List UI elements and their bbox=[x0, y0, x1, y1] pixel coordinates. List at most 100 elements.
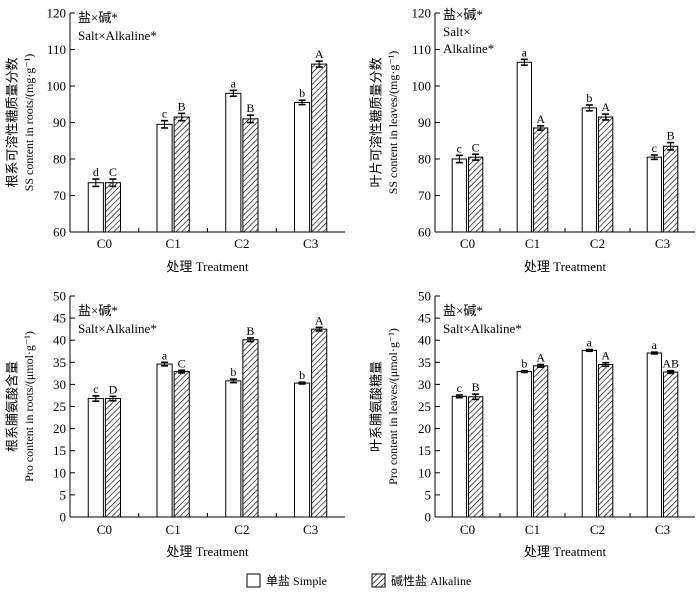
significance-letter: A bbox=[315, 47, 324, 61]
bar-alkaline-c3 bbox=[663, 371, 679, 518]
bar-alkaline-c2 bbox=[242, 339, 259, 518]
significance-letter: AB bbox=[662, 357, 679, 371]
bar-alkaline-c1 bbox=[173, 371, 190, 518]
y-tick-label: 45 bbox=[418, 311, 431, 326]
y-tick-label: 0 bbox=[425, 510, 432, 525]
y-axis-label-en: Pro content in leaves/(μmol·g⁻¹) bbox=[386, 328, 400, 485]
y-tick-label: 20 bbox=[53, 421, 66, 436]
interaction-annotation: 盐×碱* bbox=[78, 10, 118, 25]
interaction-annotation: Salt×Alkaline* bbox=[78, 28, 157, 43]
x-tick-label-c0: C0 bbox=[460, 236, 475, 251]
y-tick-label: 15 bbox=[418, 443, 431, 458]
x-axis-label: 处理 Treatment bbox=[166, 259, 249, 274]
y-tick-label: 40 bbox=[53, 333, 66, 348]
significance-letter: A bbox=[601, 349, 610, 363]
significance-letter: b bbox=[521, 357, 527, 371]
x-axis-label: 处理 Treatment bbox=[166, 544, 249, 559]
bar-simple-c1 bbox=[516, 371, 533, 518]
x-tick-label-c3: C3 bbox=[655, 522, 670, 537]
y-tick-label: 70 bbox=[418, 188, 431, 203]
significance-letter: A bbox=[536, 351, 545, 365]
y-tick-label: 30 bbox=[53, 377, 66, 392]
bar-alkaline-c2 bbox=[598, 116, 614, 233]
significance-letter: b bbox=[586, 91, 592, 105]
bar-alkaline-c1 bbox=[533, 127, 549, 233]
significance-letter: b bbox=[230, 365, 236, 379]
interaction-annotation: 盐×碱* bbox=[443, 303, 483, 318]
x-tick-label-c1: C1 bbox=[166, 236, 181, 251]
x-tick-label-c3: C3 bbox=[303, 236, 318, 251]
y-tick-label: 5 bbox=[425, 487, 432, 502]
legend-label-alkaline: 碱性盐 Alkaline bbox=[391, 574, 471, 588]
significance-letter: B bbox=[667, 129, 675, 143]
significance-letter: C bbox=[472, 140, 480, 154]
y-tick-label: 25 bbox=[418, 399, 431, 414]
interaction-annotation: 盐×碱* bbox=[78, 303, 118, 318]
significance-letter: C bbox=[178, 356, 186, 370]
significance-letter: C bbox=[109, 165, 117, 179]
x-tick-label-c0: C0 bbox=[97, 236, 112, 251]
y-tick-label: 90 bbox=[53, 115, 66, 130]
bar-alkaline-c0 bbox=[468, 396, 484, 518]
legend-swatch-alkaline bbox=[371, 573, 386, 588]
y-tick-label: 15 bbox=[53, 443, 66, 458]
y-tick-label: 35 bbox=[53, 355, 66, 370]
y-tick-label: 80 bbox=[418, 152, 431, 167]
significance-letter: c bbox=[457, 141, 462, 155]
significance-letter: b bbox=[299, 86, 305, 100]
y-tick-label: 20 bbox=[418, 421, 431, 436]
bar-simple-c2 bbox=[581, 349, 598, 518]
legend-label-simple: 单盐 Simple bbox=[266, 574, 327, 588]
bar-alkaline-c0 bbox=[104, 398, 121, 518]
y-tick-label: 30 bbox=[418, 377, 431, 392]
x-tick-label-c1: C1 bbox=[525, 522, 540, 537]
bar-simple-c1 bbox=[156, 123, 173, 233]
bar-simple-c1 bbox=[516, 61, 533, 233]
x-tick-label-c3: C3 bbox=[655, 236, 670, 251]
bar-alkaline-c2 bbox=[242, 118, 259, 233]
bar-alkaline-c0 bbox=[468, 156, 484, 233]
y-axis-label-zh: 叶片可溶性糖质量分数 bbox=[369, 57, 384, 187]
bar-simple-c0 bbox=[451, 158, 468, 233]
interaction-annotation: 盐×碱* bbox=[443, 7, 483, 22]
x-tick-label-c2: C2 bbox=[590, 522, 605, 537]
y-tick-label: 40 bbox=[418, 333, 431, 348]
y-axis-label-zh: 根系可溶性糖质量分数 bbox=[5, 57, 20, 187]
y-tick-label: 35 bbox=[418, 355, 431, 370]
y-axis-label-zh: 根系脯氨酸含量 bbox=[5, 361, 20, 452]
significance-letter: c bbox=[162, 107, 167, 121]
x-axis-label: 处理 Treatment bbox=[524, 544, 607, 559]
significance-letter: d bbox=[93, 165, 99, 179]
x-tick-label-c1: C1 bbox=[525, 236, 540, 251]
legend: 单盐 Simple 碱性盐 Alkaline bbox=[246, 573, 471, 588]
y-axis-label-en: SS content in leaves/(mg·g⁻¹) bbox=[386, 51, 400, 195]
significance-letter: c bbox=[457, 381, 462, 395]
legend-swatch-simple bbox=[246, 573, 261, 588]
significance-letter: a bbox=[162, 348, 168, 362]
y-tick-label: 45 bbox=[53, 311, 66, 326]
interaction-annotation: Salt×Alkaline* bbox=[443, 321, 522, 336]
bar-simple-c3 bbox=[646, 156, 663, 233]
bar-simple-c0 bbox=[87, 398, 104, 518]
bar-simple-c0 bbox=[87, 182, 104, 233]
significance-letter: a bbox=[587, 335, 593, 349]
bar-simple-c1 bbox=[156, 363, 173, 518]
y-tick-label: 120 bbox=[412, 6, 432, 21]
bar-alkaline-c3 bbox=[311, 63, 328, 233]
bar-simple-c2 bbox=[225, 380, 242, 518]
x-tick-label-c0: C0 bbox=[460, 522, 475, 537]
significance-letter: B bbox=[246, 101, 254, 115]
bar-alkaline-c1 bbox=[533, 365, 549, 518]
bar-alkaline-c1 bbox=[173, 116, 190, 233]
y-axis-label-en: Pro content in roots/(μmol·g⁻¹) bbox=[22, 331, 36, 482]
significance-letter: a bbox=[652, 338, 658, 352]
significance-letter: B bbox=[178, 99, 186, 113]
y-tick-label: 80 bbox=[53, 152, 66, 167]
y-tick-label: 25 bbox=[53, 399, 66, 414]
y-tick-label: 100 bbox=[47, 79, 67, 94]
significance-letter: a bbox=[522, 45, 528, 59]
y-tick-label: 60 bbox=[418, 225, 431, 240]
